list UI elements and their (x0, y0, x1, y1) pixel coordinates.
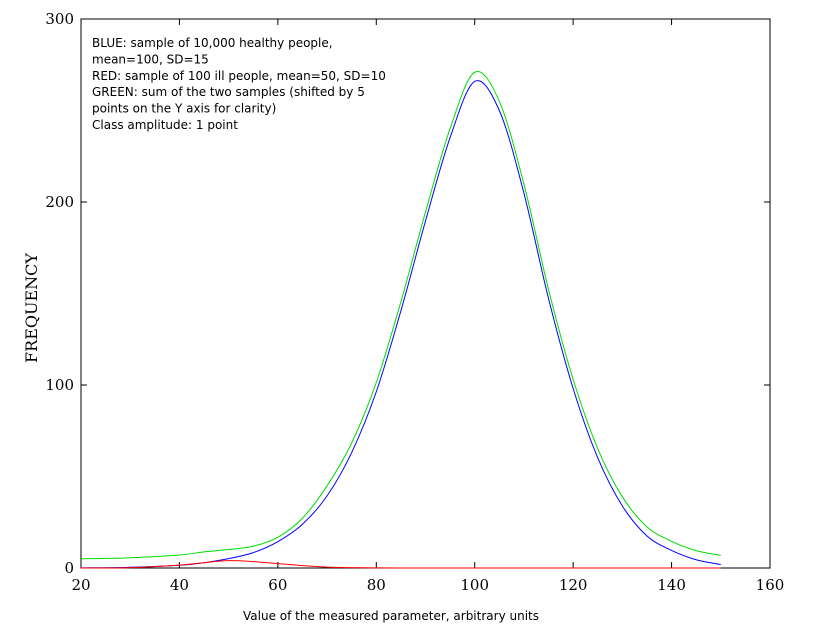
x-tick-label: 60 (268, 576, 287, 594)
x-tick-label: 160 (756, 576, 785, 594)
annotation-line: Class amplitude: 1 point (92, 118, 238, 132)
y-axis-title: FREQUENCY (22, 253, 41, 363)
red-series-line (80, 560, 721, 569)
green-series-line (80, 70, 721, 560)
annotation-line: mean=100, SD=15 (92, 52, 209, 66)
x-axis-title: Value of the measured parameter, arbitra… (243, 609, 539, 623)
annotation-block: BLUE: sample of 10,000 healthy people, me… (92, 36, 386, 132)
y-tick-label: 0 (64, 559, 74, 577)
annotation-line: RED: sample of 100 ill people, mean=50, … (92, 69, 386, 83)
x-tick-label: 20 (71, 576, 90, 594)
y-tick-label: 100 (45, 376, 74, 394)
y-tick-label: 200 (45, 193, 74, 211)
blue-series-line (80, 80, 721, 569)
x-tick-label: 80 (367, 576, 386, 594)
x-tick-label: 120 (559, 576, 588, 594)
axis-ticks: 20 40 60 80 100 120 140 160 0 100 200 300 (45, 10, 784, 594)
x-tick-label: 40 (170, 576, 189, 594)
y-tick-label: 300 (45, 10, 74, 28)
annotation-line: GREEN: sum of the two samples (shifted b… (92, 85, 365, 99)
annotation-line: points on the Y axis for clarity) (92, 102, 276, 116)
x-tick-label: 140 (657, 576, 686, 594)
series-layer (80, 70, 721, 569)
x-tick-label: 100 (460, 576, 489, 594)
annotation-line: BLUE: sample of 10,000 healthy people, (92, 36, 333, 50)
